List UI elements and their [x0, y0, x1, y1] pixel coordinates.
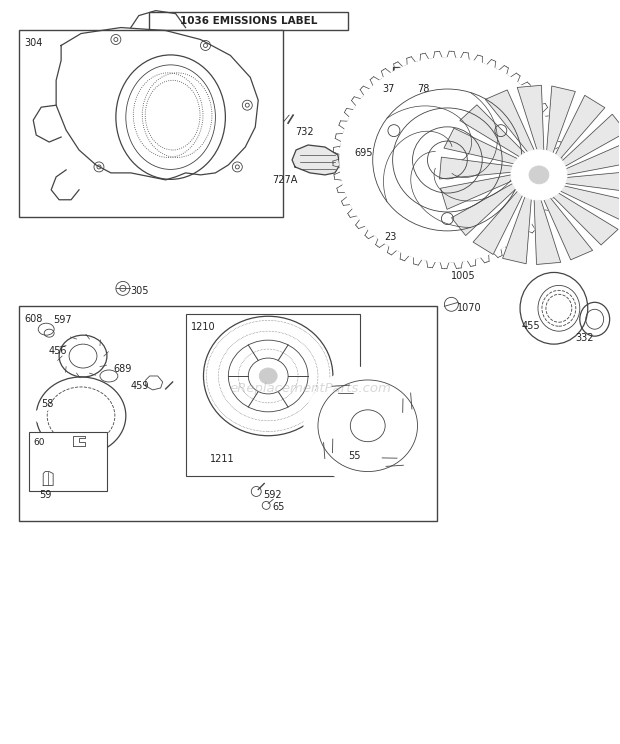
Text: 1210: 1210 — [190, 322, 215, 333]
Text: 459: 459 — [131, 381, 149, 391]
FancyBboxPatch shape — [19, 30, 283, 217]
Polygon shape — [566, 141, 620, 175]
FancyBboxPatch shape — [19, 307, 438, 522]
Text: 608: 608 — [24, 314, 43, 324]
Polygon shape — [562, 115, 620, 167]
Text: 455: 455 — [522, 321, 541, 331]
Text: 597: 597 — [53, 315, 72, 325]
Text: 1070: 1070 — [458, 304, 482, 313]
Polygon shape — [517, 86, 544, 150]
FancyBboxPatch shape — [29, 432, 107, 492]
Ellipse shape — [529, 166, 549, 184]
Polygon shape — [460, 105, 525, 157]
Ellipse shape — [511, 150, 567, 200]
Text: 23: 23 — [384, 231, 397, 242]
Ellipse shape — [340, 58, 555, 262]
Polygon shape — [444, 128, 518, 164]
FancyBboxPatch shape — [185, 314, 360, 475]
Text: 37: 37 — [383, 84, 395, 94]
Text: 727A: 727A — [272, 175, 298, 185]
Text: 732: 732 — [295, 127, 314, 137]
Text: 1211: 1211 — [210, 454, 235, 464]
FancyBboxPatch shape — [149, 12, 348, 30]
Text: 78: 78 — [417, 84, 430, 94]
Polygon shape — [534, 199, 560, 264]
Polygon shape — [473, 191, 523, 254]
Text: 456: 456 — [48, 346, 67, 356]
Polygon shape — [553, 193, 618, 245]
Text: 65: 65 — [272, 502, 285, 513]
Polygon shape — [440, 157, 513, 179]
Polygon shape — [547, 86, 575, 153]
Text: eReplacementParts.com: eReplacementParts.com — [229, 382, 391, 395]
Ellipse shape — [304, 367, 432, 484]
Text: 304: 304 — [24, 37, 43, 48]
Text: 332: 332 — [576, 333, 595, 343]
Polygon shape — [441, 175, 512, 209]
Text: 695: 695 — [355, 148, 373, 158]
Text: 58: 58 — [41, 399, 53, 409]
Polygon shape — [485, 90, 534, 152]
Text: 60: 60 — [33, 437, 45, 446]
Polygon shape — [556, 95, 605, 158]
Polygon shape — [292, 145, 340, 175]
Text: 59: 59 — [39, 490, 51, 501]
Ellipse shape — [259, 368, 277, 384]
Polygon shape — [451, 184, 516, 236]
Text: 1005: 1005 — [451, 272, 476, 281]
Text: 689: 689 — [113, 364, 131, 374]
Polygon shape — [560, 186, 620, 222]
Text: 1036 EMISSIONS LABEL: 1036 EMISSIONS LABEL — [180, 16, 317, 25]
Text: 55: 55 — [348, 451, 360, 461]
Polygon shape — [565, 171, 620, 193]
Polygon shape — [544, 198, 593, 260]
Polygon shape — [503, 196, 531, 263]
Text: 305: 305 — [131, 286, 149, 296]
Text: 592: 592 — [264, 490, 282, 501]
